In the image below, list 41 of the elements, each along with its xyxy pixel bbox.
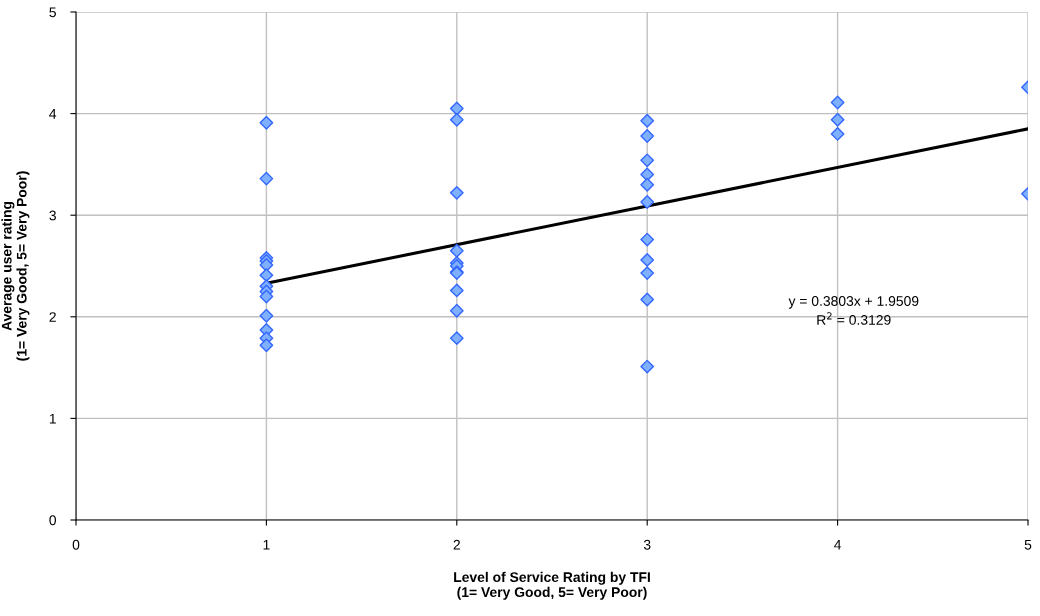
x-tick-label: 0	[72, 539, 80, 550]
point	[449, 112, 464, 127]
point	[259, 289, 274, 304]
y-tick-label: 1	[49, 413, 56, 424]
point	[640, 359, 655, 374]
y-tick-label: 0	[49, 515, 57, 526]
x-tick-label: 1	[263, 539, 270, 550]
point	[259, 171, 274, 186]
point	[830, 95, 845, 110]
x-tick-label: 3	[643, 539, 651, 550]
point	[640, 129, 655, 143]
point	[830, 112, 845, 127]
y-tick-label: 4	[49, 109, 57, 119]
point	[830, 127, 845, 141]
point	[449, 243, 464, 258]
x-tick-label: 5	[1024, 539, 1032, 550]
x-tick-label: 2	[453, 539, 460, 550]
point	[449, 185, 464, 200]
point	[640, 177, 655, 192]
y-axis-title: Average user rating (1= Very Good, 5= Very Poor)	[1, 171, 30, 361]
point	[640, 232, 655, 247]
point	[449, 331, 464, 346]
annotation: y = 0.3803x + 1.9509 R$^{2}$ = 0.3129	[788, 296, 919, 325]
point	[259, 338, 274, 353]
point	[449, 283, 464, 298]
point	[449, 101, 464, 116]
point	[640, 252, 655, 267]
y-tick-label: 5	[49, 7, 56, 18]
y-tick-label: 3	[49, 210, 56, 221]
point	[640, 292, 655, 307]
point	[449, 303, 464, 318]
x-axis-title: Level of Service Rating by TFI (1= Very Good, 5= Very Poor)	[454, 571, 650, 600]
point	[259, 115, 274, 130]
point	[640, 153, 655, 168]
point	[259, 268, 274, 283]
point	[640, 266, 655, 281]
y-tick-label: 2	[49, 312, 56, 322]
x-tick-label: 4	[834, 539, 842, 550]
point	[259, 308, 274, 323]
point	[640, 195, 655, 209]
point	[640, 113, 655, 128]
